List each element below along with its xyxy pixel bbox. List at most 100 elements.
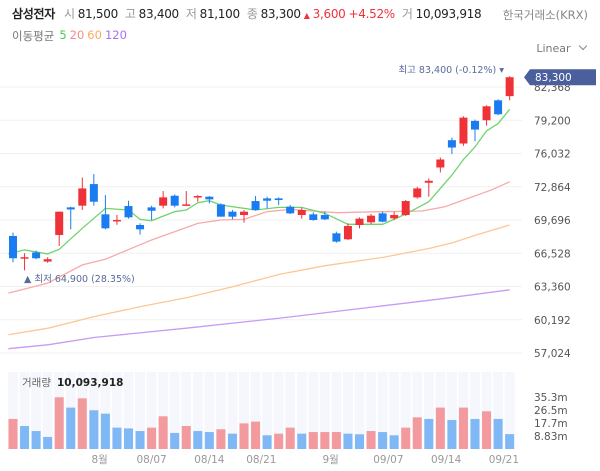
volume-tick-label: 17.7m (534, 418, 568, 430)
volume-bg-column (389, 372, 400, 449)
volume-bg-column (470, 372, 480, 449)
volume-bg-column (342, 372, 353, 449)
volume-bar (424, 418, 434, 449)
candle-body (20, 257, 29, 259)
ma-20[interactable]: 20 (69, 28, 85, 42)
current-price-label: 83,300 (535, 72, 572, 84)
volume-bg-column (42, 372, 53, 449)
volume-tick-label: 35.3m (534, 392, 568, 404)
volume-bg-column (366, 372, 377, 449)
volume-bg-column (8, 372, 18, 449)
volume-bg-column (446, 372, 457, 449)
volume-bar (227, 433, 237, 449)
volume-bar (89, 410, 99, 449)
ma-5[interactable]: 5 (59, 28, 67, 42)
volume-bg-column (377, 372, 388, 449)
volume-bar (285, 427, 295, 449)
candle-body (263, 198, 272, 201)
volume-bar (378, 432, 388, 449)
candle-body (240, 211, 248, 216)
open-value: 81,500 (77, 7, 119, 21)
volume-bg-column (262, 372, 273, 449)
volume-bar (158, 416, 168, 449)
volume-bg-column (412, 372, 423, 449)
volume-bg-column (100, 372, 111, 449)
x-tick-label: 09/07 (373, 454, 403, 466)
candle-body (332, 233, 341, 242)
candle-body (378, 213, 387, 222)
candle-body (112, 219, 121, 222)
close-value: 83,300 (260, 7, 302, 21)
volume-bar (297, 433, 307, 449)
y-tick-label: 57,024 (534, 348, 571, 360)
x-tick-label: 09/14 (431, 454, 462, 466)
candle-body (9, 235, 17, 259)
current-price-badge (524, 69, 596, 86)
volume-bg-column (493, 372, 504, 449)
candle-body (216, 204, 225, 217)
volume-bar (193, 431, 203, 449)
volume-title: 거래량 (22, 377, 51, 389)
volume-bar (204, 432, 214, 449)
candle-body (228, 211, 237, 217)
ma5-line (8, 108, 511, 255)
volume-bar (401, 427, 411, 449)
y-tick-label: 63,360 (534, 282, 571, 294)
high-label: 고 (124, 7, 136, 21)
candle-body (182, 204, 191, 206)
volume-total: 10,093,918 (57, 377, 123, 389)
volume-bar (320, 432, 330, 449)
candle-body (274, 198, 283, 201)
candle-body (436, 159, 445, 168)
volume-bar (100, 413, 110, 449)
candle-body (89, 184, 98, 202)
volume-bg-column (319, 372, 330, 449)
volume-bar (31, 431, 41, 449)
candle-body (343, 225, 352, 240)
volume-bar (366, 431, 376, 449)
candle-body (101, 214, 110, 229)
candle-body (309, 214, 318, 220)
volume-bg-column (146, 372, 157, 449)
volume-bg-column (227, 372, 238, 449)
candle-body (413, 188, 422, 198)
volume-bar (8, 418, 18, 449)
volume-bar (412, 417, 422, 449)
volume-bar (308, 432, 318, 449)
volume-bg-column (504, 372, 515, 449)
volume-bg-column (169, 372, 180, 449)
candle-body (43, 259, 52, 262)
ma120-line (8, 289, 510, 350)
volume-bar (355, 434, 364, 449)
volume-bg-column (181, 372, 192, 449)
volume-bar (262, 435, 272, 449)
y-tick-label: 79,200 (534, 115, 571, 127)
volume-bg-column (250, 372, 261, 449)
high-annotation: 최고 83,400 (-0.12%) ▾ (398, 65, 504, 76)
low-annotation: ▲ 최저 64,900 (28.35%) (24, 274, 135, 285)
volume-bar (274, 433, 284, 449)
scale-select[interactable]: Linear (536, 41, 588, 55)
candle-body (251, 201, 260, 210)
ma-120[interactable]: 120 (104, 28, 127, 42)
volume-bg-column (158, 372, 169, 449)
ma-60[interactable]: 60 (87, 28, 102, 42)
candle-body (459, 117, 468, 144)
volume-bg-column (285, 372, 296, 449)
ma-legend-label: 이동평균 (12, 29, 55, 43)
volume-bar (112, 427, 122, 449)
y-tick-label: 72,864 (534, 182, 571, 194)
quote-header: 삼성전자 시 81,500 고 83,400 저 81,100 종 83,300 ▲ 3… (12, 5, 485, 22)
candle-body (367, 215, 376, 223)
volume-value: 10,093,918 (415, 7, 482, 21)
volume-bar (124, 428, 133, 449)
ma20-line (8, 181, 510, 294)
volume-bg-column (192, 372, 203, 449)
candle-body (159, 197, 168, 206)
candle-body (55, 211, 64, 235)
volume-bar (135, 431, 145, 449)
volume-bar (331, 432, 341, 449)
change-value: 3,600 (312, 7, 346, 21)
volume-bg-column (331, 372, 342, 449)
